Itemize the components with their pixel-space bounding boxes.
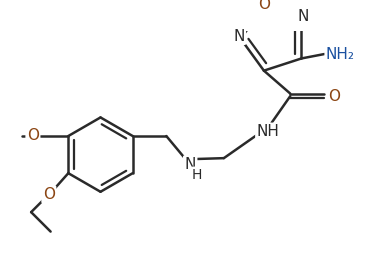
Text: O: O [258,0,270,11]
Text: O: O [43,187,55,202]
Text: NH: NH [257,124,279,139]
Text: O: O [27,128,39,143]
Text: O: O [328,89,341,104]
Text: H: H [192,168,203,182]
Text: N: N [184,157,196,172]
Text: NH₂: NH₂ [326,46,355,61]
Text: N: N [233,29,244,44]
Text: N: N [298,9,309,24]
